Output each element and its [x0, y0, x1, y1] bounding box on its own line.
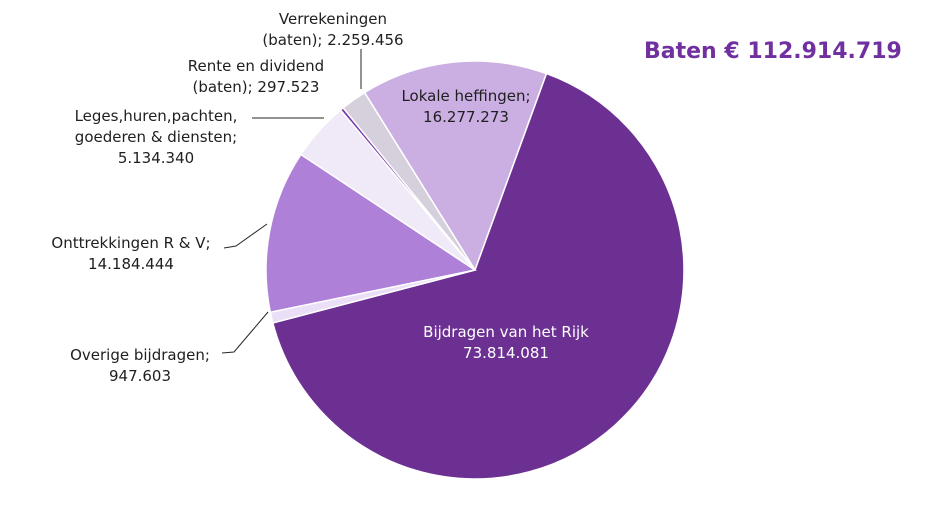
label-overige-line1: Overige bijdragen;	[70, 346, 210, 364]
leader-line-overige	[221, 311, 269, 354]
label-onttrekkingen: Onttrekkingen R & V; 14.184.444	[51, 233, 210, 275]
label-bijdragen-line1: Bijdragen van het Rijk	[423, 323, 589, 341]
label-verrekeningen: Verrekeningen (baten); 2.259.456	[262, 9, 403, 51]
label-rente-line1: Rente en dividend	[187, 57, 325, 75]
label-rente-en-dividend: Rente en dividend (baten); 297.523	[188, 56, 324, 98]
label-bijdragen-line2: 73.814.081	[463, 344, 549, 362]
chart-title: Baten € 112.914.719	[644, 39, 902, 64]
label-verrekeningen-line2: (baten); 2.259.456	[262, 31, 404, 49]
label-bijdragen-rijk: Bijdragen van het Rijk 73.814.081	[423, 322, 589, 364]
label-leges-line1: Leges,huren,pachten,	[74, 107, 238, 125]
label-leges: Leges,huren,pachten, goederen & diensten…	[75, 106, 238, 169]
pie-slice-lokale-heffingen	[363, 60, 548, 272]
pie-slices-group	[265, 60, 685, 480]
label-leges-line3: 5.134.340	[117, 149, 195, 167]
pie-slice-verrekeningen	[342, 91, 476, 271]
label-lokale-line1: Lokale heffingen;	[401, 87, 531, 105]
label-onttrekkingen-line1: Onttrekkingen R & V;	[51, 234, 211, 252]
pie-slice-onttrekkingen-r-v	[265, 153, 477, 314]
leader-line-onttrekkingen	[223, 223, 268, 249]
label-rente-line2: (baten); 297.523	[192, 78, 320, 96]
label-lokale-line2: 16.277.273	[423, 108, 509, 126]
label-onttrekkingen-line2: 14.184.444	[88, 255, 174, 273]
label-overige-line2: 947.603	[108, 367, 172, 385]
label-leges-line2: goederen & diensten;	[74, 128, 238, 146]
label-overige: Overige bijdragen; 947.603	[70, 345, 210, 387]
label-lokale-heffingen: Lokale heffingen; 16.277.273	[401, 86, 530, 128]
label-verrekeningen-line1: Verrekeningen	[278, 10, 388, 28]
pie-slice-bijdragen-van-het-rijk	[271, 72, 685, 480]
